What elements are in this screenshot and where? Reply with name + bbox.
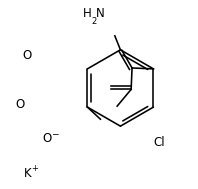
Text: +: +	[31, 164, 38, 174]
Text: −: −	[51, 129, 58, 138]
Text: N: N	[96, 7, 105, 20]
Text: O: O	[15, 98, 25, 111]
Text: Cl: Cl	[154, 136, 165, 149]
Text: O: O	[42, 132, 51, 145]
Text: H: H	[83, 7, 91, 20]
Text: 2: 2	[91, 17, 97, 26]
Text: K: K	[24, 167, 31, 180]
Text: O: O	[23, 49, 32, 62]
